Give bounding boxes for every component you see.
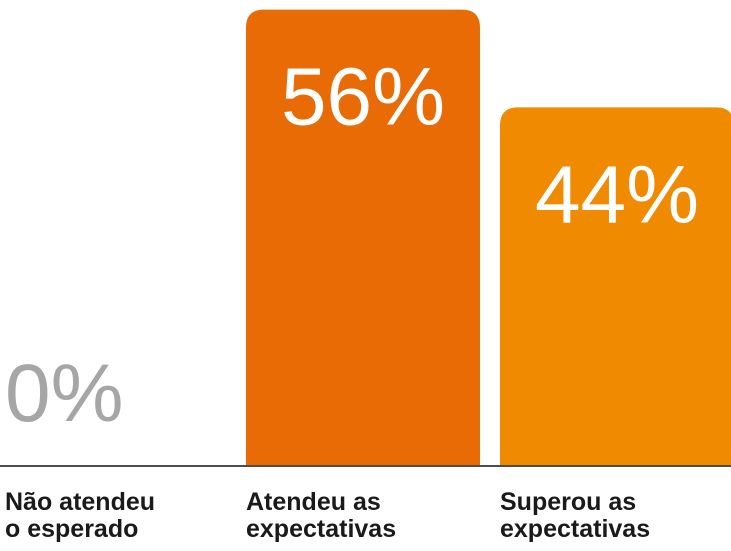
category-label: Atendeu as <box>246 488 381 516</box>
value-label: 56% <box>281 52 445 143</box>
bar <box>246 9 480 466</box>
category-label: Superou as <box>500 488 636 516</box>
bar <box>500 107 731 466</box>
category-label: expectativas <box>246 515 396 543</box>
category-label: expectativas <box>500 515 650 543</box>
value-label: 0% <box>5 348 124 439</box>
value-label: 44% <box>535 149 699 240</box>
category-label: Não atendeu <box>5 488 155 516</box>
category-label: o esperado <box>5 515 138 543</box>
